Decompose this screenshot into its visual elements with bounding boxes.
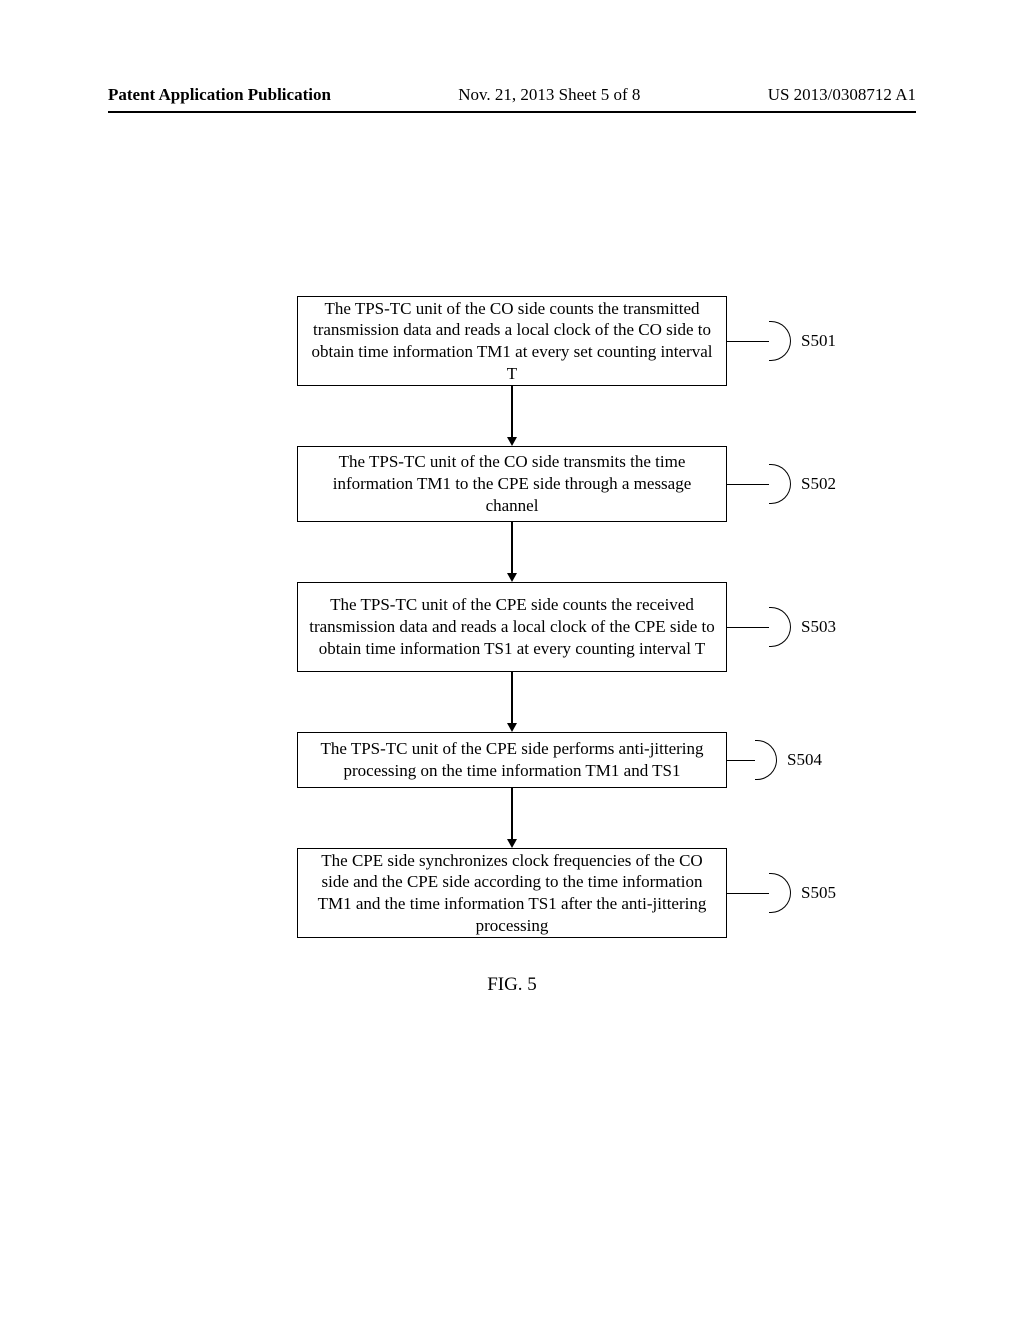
flow-step: The CPE side synchronizes clock frequenc… (297, 848, 727, 938)
flow-arrow (507, 788, 517, 848)
arrow-head-icon (507, 723, 517, 732)
header-rule (108, 111, 916, 113)
header-publication: Patent Application Publication (108, 85, 331, 105)
step-id-label: S505 (801, 883, 836, 903)
arrow-head-icon (507, 573, 517, 582)
figure-caption: FIG. 5 (487, 974, 537, 996)
step-id-label: S503 (801, 617, 836, 637)
flow-box: The CPE side synchronizes clock frequenc… (297, 848, 727, 938)
connector-arc (769, 464, 791, 504)
connector-line (727, 760, 755, 761)
arrow-line (511, 386, 513, 437)
connector-arc (755, 740, 777, 780)
flow-arrow (507, 672, 517, 732)
connector-arc (769, 321, 791, 361)
flow-box: The TPS-TC unit of the CO side transmits… (297, 446, 727, 522)
connector-arc (769, 873, 791, 913)
step-label-connector: S504 (727, 740, 822, 780)
flow-arrow (507, 386, 517, 446)
page-header: Patent Application Publication Nov. 21, … (0, 85, 1024, 113)
step-id-label: S504 (787, 750, 822, 770)
step-label-connector: S505 (727, 873, 836, 913)
header-docnum: US 2013/0308712 A1 (768, 85, 916, 105)
flow-step: The TPS-TC unit of the CPE side performs… (297, 732, 727, 788)
flow-step: The TPS-TC unit of the CPE side counts t… (297, 582, 727, 672)
arrow-head-icon (507, 839, 517, 848)
arrow-line (511, 672, 513, 723)
connector-line (727, 893, 769, 894)
connector-arc (769, 607, 791, 647)
step-label-connector: S501 (727, 321, 836, 361)
arrow-line (511, 788, 513, 839)
step-label-connector: S502 (727, 464, 836, 504)
flow-step: The TPS-TC unit of the CO side transmits… (297, 446, 727, 522)
header-date-sheet: Nov. 21, 2013 Sheet 5 of 8 (458, 85, 640, 105)
header-row: Patent Application Publication Nov. 21, … (108, 85, 916, 105)
step-label-connector: S503 (727, 607, 836, 647)
connector-line (727, 484, 769, 485)
arrow-head-icon (507, 437, 517, 446)
flow-box: The TPS-TC unit of the CPE side performs… (297, 732, 727, 788)
arrow-line (511, 522, 513, 573)
flow-step: The TPS-TC unit of the CO side counts th… (297, 296, 727, 386)
connector-line (727, 627, 769, 628)
flow-arrow (507, 522, 517, 582)
flow-box: The TPS-TC unit of the CPE side counts t… (297, 582, 727, 672)
connector-line (727, 341, 769, 342)
step-id-label: S501 (801, 331, 836, 351)
flow-box: The TPS-TC unit of the CO side counts th… (297, 296, 727, 386)
flowchart: The TPS-TC unit of the CO side counts th… (0, 296, 1024, 996)
step-id-label: S502 (801, 474, 836, 494)
